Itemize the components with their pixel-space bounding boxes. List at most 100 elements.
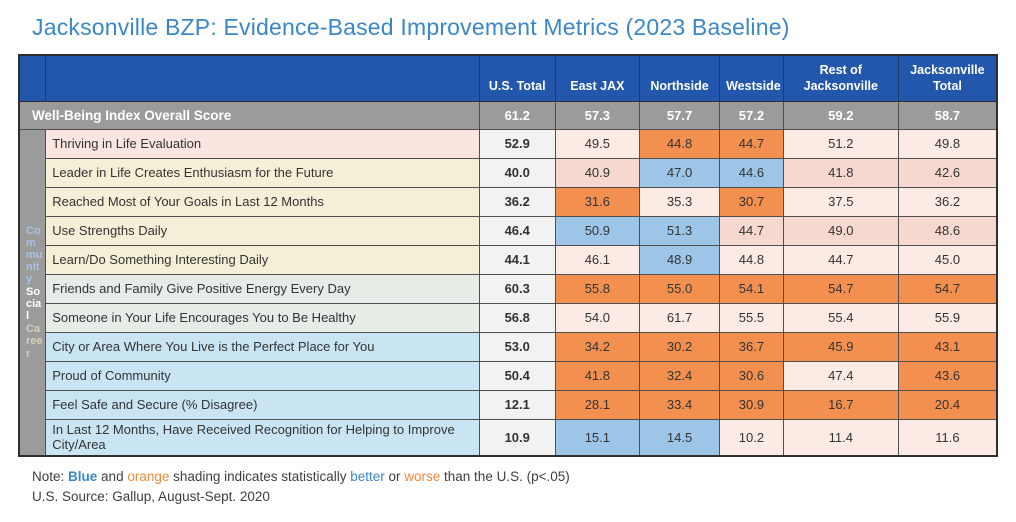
rest-of-jacksonville-value: 41.8 [782,157,899,188]
row-label: Thriving in Life Evaluation [45,128,480,159]
us-total-value: 60.3 [478,273,556,304]
westside-value: 30.6 [719,360,784,391]
row-label: Friends and Family Give Positive Energy … [45,273,480,304]
us-total-value: 44.1 [478,244,556,275]
jacksonville-total-value: 45.0 [897,244,998,275]
row-label: Use Strengths Daily [45,215,480,246]
row-label: Feel Safe and Secure (% Disagree) [45,389,480,420]
category-strip: Community Social Career [18,128,47,457]
table-row: In Last 12 Months, Have Received Recogni… [19,418,998,457]
jacksonville-total-value: 43.6 [897,360,998,391]
jacksonville-total-value: 20.4 [897,389,998,420]
note-better-word: better [350,468,385,484]
table-row: Learn/Do Something Interesting Daily 44.… [19,244,998,275]
column-header-rest-of-jacksonville: Rest of Jacksonville [782,54,899,102]
east-jax-value: 54.0 [554,302,640,333]
note-orange-word: orange [127,468,170,484]
northside-value: 61.7 [638,302,721,333]
rest-of-jacksonville-value: 47.4 [782,360,899,391]
rest-of-jacksonville-value: 11.4 [782,418,899,457]
column-header-row: U.S. Total East JAX Northside Westside R… [18,54,998,102]
table-header: U.S. Total East JAX Northside Westside R… [18,54,998,130]
note-suffix: than the U.S. (p<.05) [440,468,570,484]
westside-value: 44.6 [719,157,784,188]
us-total-value: 53.0 [478,331,556,362]
us-total-value: 10.9 [478,418,556,457]
row-label: City or Area Where You Live is the Perfe… [45,331,480,362]
table-row: Someone in Your Life Encourages You to B… [19,302,998,333]
note-and: and [97,468,128,484]
rest-of-jacksonville-value: 54.7 [782,273,899,304]
rest-of-jacksonville-value: 45.9 [782,331,899,362]
jacksonville-total-value: 55.9 [897,302,998,333]
rest-of-jacksonville-value: 44.7 [782,244,899,275]
us-total-value: 12.1 [478,389,556,420]
east-jax-value: 28.1 [554,389,640,420]
rest-of-jacksonville-value: 51.2 [782,128,899,159]
category-label: Social [26,286,42,323]
northside-value: 33.4 [638,389,721,420]
northside-value: 51.3 [638,215,721,246]
column-header-jacksonville-total: Jacksonville Total [897,54,998,102]
corner-strip-cell [18,54,47,102]
column-header-northside: Northside [638,54,721,102]
westside-value: 30.7 [719,186,784,217]
northside-value: 14.5 [638,418,721,457]
category-label: Community [26,224,43,285]
jacksonville-total-value: 36.2 [897,186,998,217]
source-line: U.S. Source: Gallup, August-Sept. 2020 [32,488,270,504]
note-prefix: Note: [32,468,69,484]
note-or: or [384,468,405,484]
row-label: Someone in Your Life Encourages You to B… [45,302,480,333]
category-label: Career [26,323,43,360]
westside-value: 30.9 [719,389,784,420]
us-total-value: 56.8 [478,302,556,333]
rest-of-jacksonville-value: 37.5 [782,186,899,217]
column-header-westside: Westside [719,54,784,102]
us-total-value: 46.4 [478,215,556,246]
rest-of-jacksonville-value: 16.7 [782,389,899,420]
east-jax-value: 55.8 [554,273,640,304]
east-jax-value: 15.1 [554,418,640,457]
notes-block: Note: Blue and orange shading indicates … [32,467,1016,507]
northside-value: 32.4 [638,360,721,391]
metrics-tbody: Community Social Career Thriving in Life Ev… [18,128,998,457]
northside-value: 30.2 [638,331,721,362]
note-blue-word: Blue [68,468,98,484]
jacksonville-total-value: 48.6 [897,215,998,246]
east-jax-value: 41.8 [554,360,640,391]
row-label: Learn/Do Something Interesting Daily [45,244,480,275]
westside-value: 36.7 [719,331,784,362]
westside-value: 54.1 [719,273,784,304]
us-total-value: 36.2 [478,186,556,217]
jacksonville-total-value: 11.6 [897,418,998,457]
overall-value-westside: 57.2 [719,100,784,130]
table-row: Reached Most of Your Goals in Last 12 Mo… [19,186,998,217]
row-label: In Last 12 Months, Have Received Recogni… [45,418,480,457]
east-jax-value: 34.2 [554,331,640,362]
table-row: Community Social Career Thriving in Life Ev… [18,128,998,457]
table-row: Use Strengths Daily 46.4 50.9 51.3 44.7 … [19,215,998,246]
us-total-value: 52.9 [478,128,556,159]
table-row: Friends and Family Give Positive Energy … [19,273,998,304]
westside-value: 44.8 [719,244,784,275]
note-worse-word: worse [404,468,441,484]
rest-of-jacksonville-value: 55.4 [782,302,899,333]
overall-value-northside: 57.7 [638,100,721,130]
overall-value-jacksonville-total: 58.7 [897,100,998,130]
westside-value: 44.7 [719,215,784,246]
row-label: Reached Most of Your Goals in Last 12 Mo… [45,186,480,217]
overall-value-us-total: 61.2 [478,100,556,130]
us-total-value: 50.4 [478,360,556,391]
east-jax-value: 40.9 [554,157,640,188]
northside-value: 44.8 [638,128,721,159]
table-row: City or Area Where You Live is the Perfe… [19,331,998,362]
jacksonville-total-value: 43.1 [897,331,998,362]
rest-of-jacksonville-value: 49.0 [782,215,899,246]
jacksonville-total-value: 49.8 [897,128,998,159]
northside-value: 55.0 [638,273,721,304]
northside-value: 35.3 [638,186,721,217]
overall-value-east-jax: 57.3 [554,100,640,130]
east-jax-value: 31.6 [554,186,640,217]
